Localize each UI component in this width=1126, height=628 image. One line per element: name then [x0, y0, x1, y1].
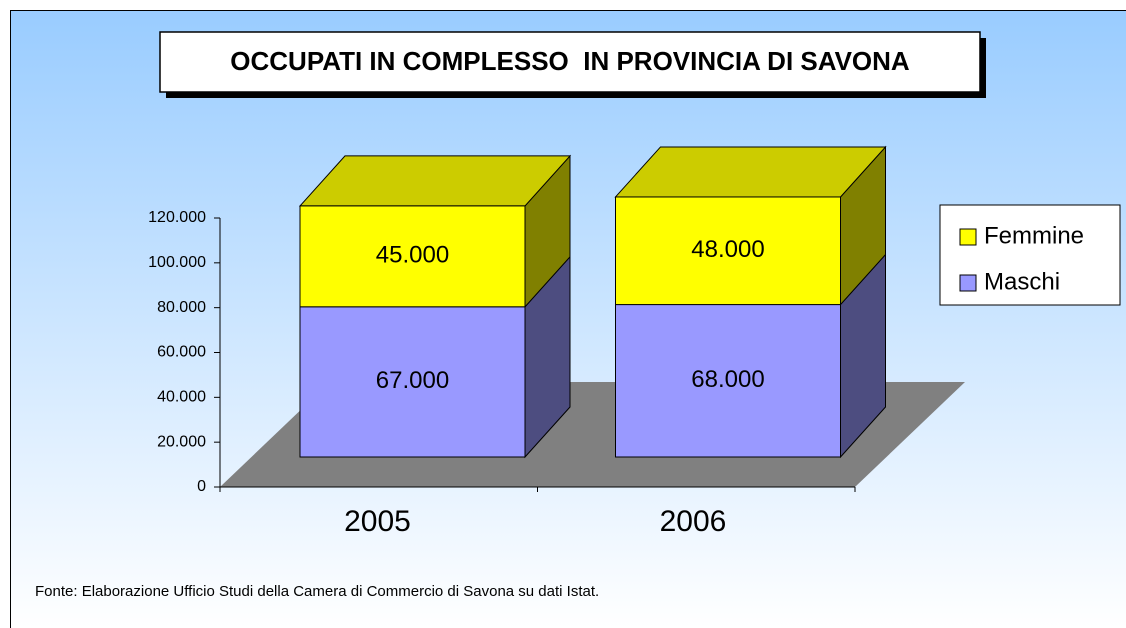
- border: [10, 10, 1126, 628]
- data-label: 67.000: [376, 367, 449, 394]
- y-tick-label: 80.000: [157, 299, 206, 316]
- y-tick-label: 20.000: [157, 433, 206, 450]
- footnote: Fonte: Elaborazione Ufficio Studi della …: [35, 583, 599, 600]
- bar-top: [614, 146, 887, 198]
- y-tick-label: 100.000: [148, 254, 206, 271]
- chart-title: OCCUPATI IN COMPLESSO IN PROVINCIA DI SA…: [230, 46, 910, 76]
- y-tick-label: 120.000: [148, 209, 206, 226]
- x-tick-label: 2006: [660, 505, 727, 538]
- data-label: 48.000: [691, 236, 764, 263]
- y-tick-label: 40.000: [157, 389, 206, 406]
- legend-swatch: [959, 228, 977, 246]
- legend-label: Femmine: [984, 222, 1084, 249]
- y-tick-label: 0: [197, 478, 206, 495]
- bar: [299, 205, 526, 308]
- legend-label: Maschi: [984, 268, 1060, 295]
- x-tick-label: 2005: [344, 505, 411, 538]
- data-label: 68.000: [691, 366, 764, 393]
- y-tick-label: 60.000: [157, 344, 206, 361]
- bar: [615, 196, 841, 306]
- legend-swatch: [959, 274, 977, 292]
- data-label: 45.000: [376, 242, 449, 269]
- bar: [299, 306, 526, 458]
- title-box: [159, 31, 981, 93]
- bar: [615, 304, 841, 458]
- bar-top: [298, 155, 572, 207]
